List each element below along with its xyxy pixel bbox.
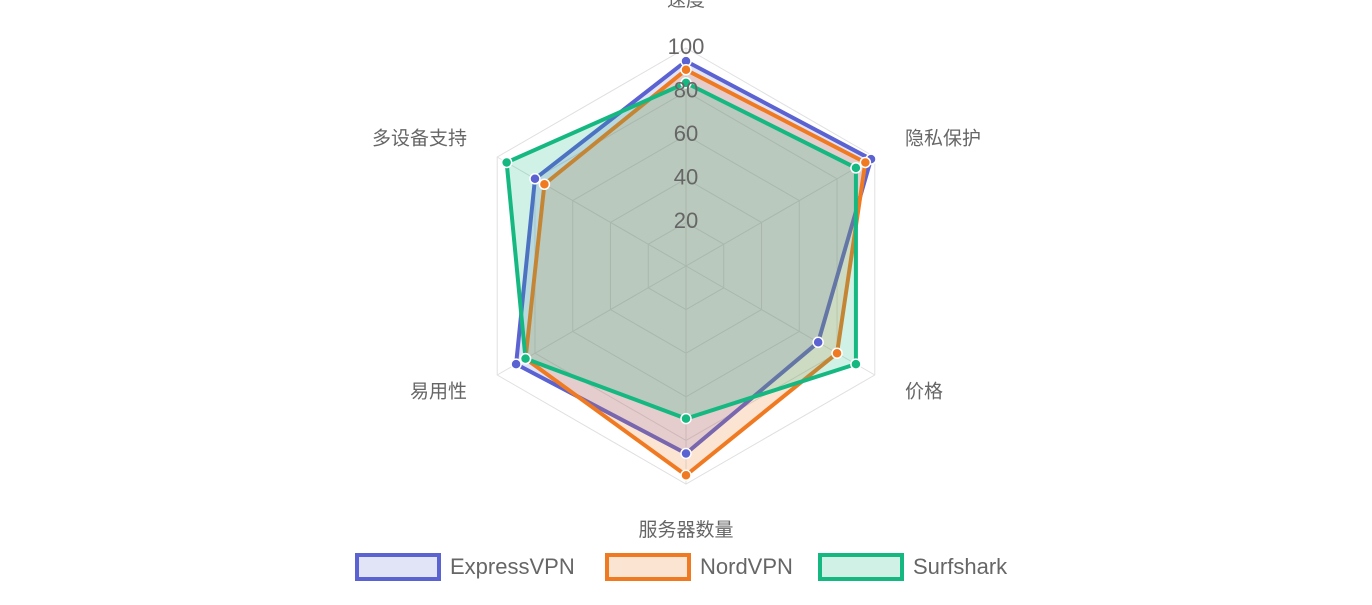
legend-swatch xyxy=(818,553,904,581)
category-label: 价格 xyxy=(905,380,943,402)
r-tick-label: 20 xyxy=(674,208,698,233)
point xyxy=(500,156,513,169)
category-label: 速度 xyxy=(667,0,705,11)
point xyxy=(519,352,532,365)
point xyxy=(850,162,862,174)
r-tick-label: 60 xyxy=(674,121,698,146)
category-label: 隐私保护 xyxy=(905,128,981,150)
point xyxy=(680,447,692,460)
legend-item: Surfshark xyxy=(818,553,1008,581)
grid-ring xyxy=(572,134,800,398)
legend-item: NordVPN xyxy=(605,553,793,581)
r-tick-label: 100 xyxy=(668,34,705,59)
legend-label: NordVPN xyxy=(700,554,793,579)
spoke xyxy=(685,265,876,376)
grid-ring xyxy=(647,221,725,311)
legend-swatch xyxy=(355,553,441,581)
point xyxy=(680,77,692,89)
legend-label: Surfshark xyxy=(913,554,1008,579)
r-tick-label: 80 xyxy=(674,77,698,102)
category-label: 易用性 xyxy=(410,380,467,402)
spoke xyxy=(496,156,687,267)
point xyxy=(680,64,692,76)
grid-ring xyxy=(609,178,763,354)
legend-swatch xyxy=(605,553,691,581)
point xyxy=(812,336,824,349)
point xyxy=(538,178,551,190)
point xyxy=(831,347,843,359)
point xyxy=(680,469,692,482)
spoke xyxy=(685,156,876,267)
category-label: 多设备支持 xyxy=(372,128,467,150)
category-label: 服务器数量 xyxy=(638,519,733,541)
point xyxy=(680,412,692,425)
point xyxy=(850,358,862,370)
legend-item: ExpressVPN xyxy=(355,553,575,581)
point xyxy=(859,156,872,169)
legend-label: ExpressVPN xyxy=(450,554,575,579)
r-tick-label: 40 xyxy=(674,165,698,190)
point xyxy=(510,358,522,370)
point xyxy=(529,173,541,185)
